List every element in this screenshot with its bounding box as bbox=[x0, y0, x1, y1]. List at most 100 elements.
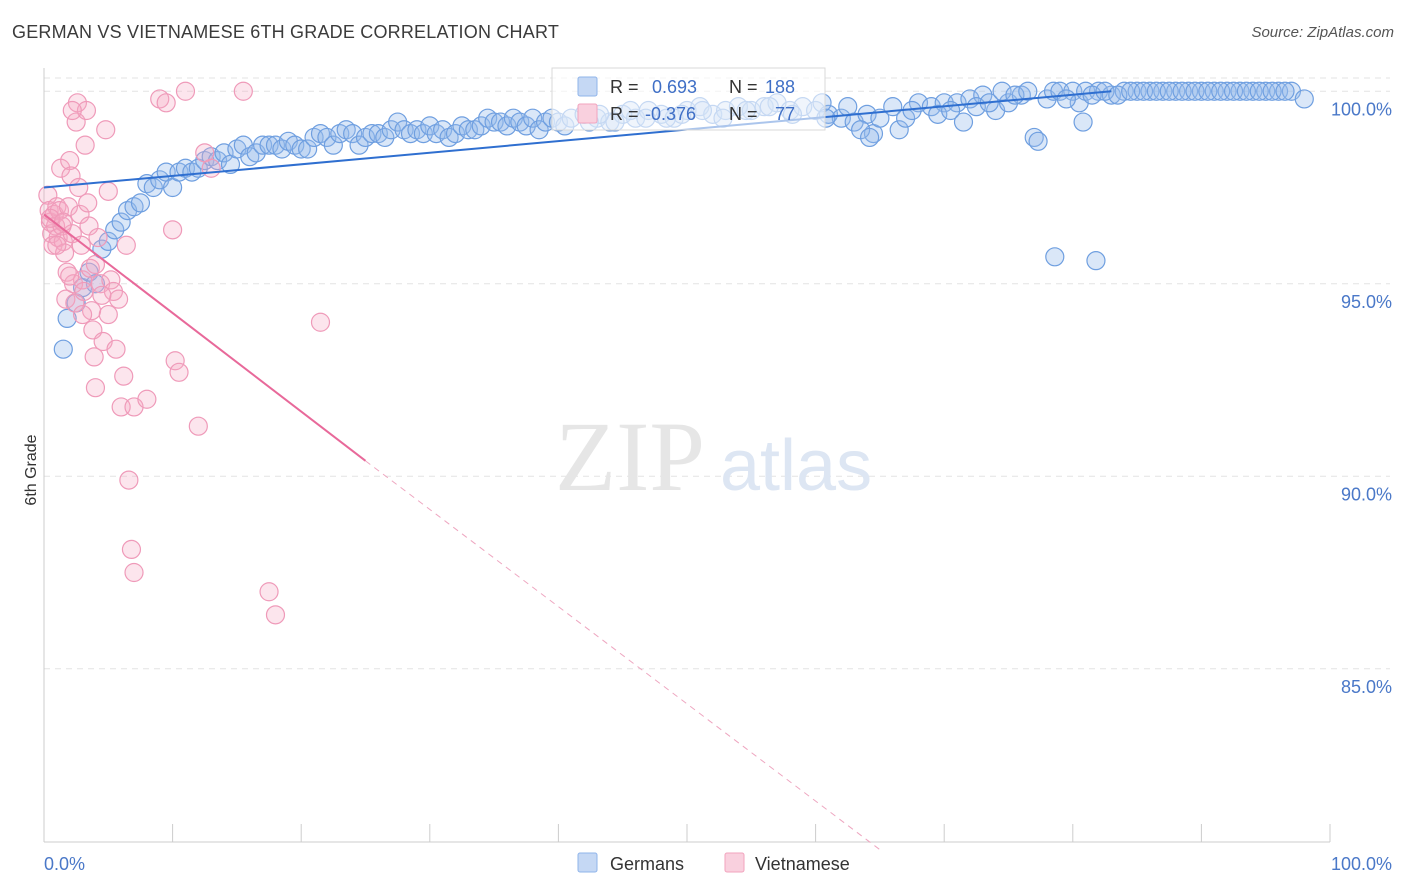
grid-lines bbox=[44, 77, 1390, 670]
vietnamese-point bbox=[137, 389, 157, 409]
vietnamese-point bbox=[75, 135, 95, 155]
german-point bbox=[1045, 247, 1065, 267]
legend-vietnamese-swatch bbox=[724, 852, 745, 873]
vietnamese-point bbox=[78, 193, 98, 213]
x-tick-label: 100.0% bbox=[1331, 854, 1392, 874]
vietnamese-point bbox=[101, 270, 121, 290]
y-tick-label: 100.0% bbox=[1331, 99, 1392, 119]
vietnamese-point bbox=[54, 243, 75, 263]
vietnamese-point bbox=[58, 197, 79, 217]
vietnamese-point bbox=[88, 227, 108, 248]
vietnamese-swatch bbox=[577, 103, 598, 124]
german-point bbox=[130, 193, 151, 213]
german-point bbox=[57, 308, 77, 328]
vietnamese-point bbox=[188, 416, 208, 436]
german-point bbox=[831, 108, 851, 128]
german-point bbox=[105, 220, 125, 240]
german-point bbox=[53, 339, 73, 359]
trend-layer bbox=[43, 90, 1112, 851]
german-point bbox=[497, 116, 517, 136]
german-point bbox=[1018, 81, 1038, 101]
vietnamese-point bbox=[175, 81, 196, 101]
german-point bbox=[1056, 89, 1076, 109]
vietnamese-point bbox=[98, 181, 118, 201]
y-axis-label: 6th Grade bbox=[23, 434, 40, 505]
chart-title: GERMAN VS VIETNAMESE 6TH GRADE CORRELATI… bbox=[12, 22, 560, 42]
x-tick-label: 0.0% bbox=[44, 854, 85, 874]
german-point bbox=[947, 93, 967, 113]
source-label: Source: ZipAtlas.com bbox=[1251, 24, 1394, 41]
germans-swatch bbox=[577, 76, 598, 97]
german-point bbox=[523, 108, 543, 128]
vietnamese-point bbox=[124, 562, 144, 583]
vietnamese-r-value: -0.376 bbox=[645, 104, 696, 124]
vietnamese-trendline bbox=[43, 213, 367, 462]
vietnamese-point bbox=[169, 362, 189, 382]
vietnamese-point bbox=[84, 347, 104, 367]
watermark-zip: ZIP bbox=[555, 401, 705, 512]
vietnamese-point bbox=[85, 254, 106, 275]
german-point bbox=[291, 139, 311, 159]
vietnamese-point bbox=[108, 289, 129, 309]
stats-legend: R = 0.693 N = 188 R = -0.376 N = 77 bbox=[551, 67, 826, 131]
german-point bbox=[298, 139, 318, 159]
german-point bbox=[420, 116, 440, 136]
series-layer bbox=[38, 81, 1314, 625]
german-point bbox=[362, 124, 382, 144]
vietnamese-point bbox=[72, 304, 93, 325]
vietnamese-point bbox=[85, 378, 106, 398]
german-point bbox=[375, 127, 395, 148]
german-point bbox=[259, 135, 279, 155]
vietnamese-point bbox=[114, 366, 134, 386]
german-point bbox=[838, 97, 858, 117]
vietnamese-point bbox=[106, 339, 126, 359]
vietnamese-point bbox=[47, 235, 67, 255]
vietnamese-point bbox=[201, 158, 221, 178]
vietnamese-n-label: N = bbox=[729, 104, 758, 124]
german-point bbox=[928, 104, 948, 124]
watermark: ZIP atlas bbox=[555, 401, 872, 512]
german-point bbox=[343, 124, 363, 144]
vietnamese-point bbox=[80, 258, 100, 278]
vietnamese-point bbox=[62, 100, 82, 121]
legend-vietnamese-label: Vietnamese bbox=[755, 854, 850, 874]
vietnamese-point bbox=[92, 285, 112, 305]
y-tick-label: 90.0% bbox=[1341, 484, 1392, 504]
german-point bbox=[349, 135, 369, 155]
german-point bbox=[98, 231, 118, 251]
german-point bbox=[317, 127, 337, 148]
watermark-atlas: atlas bbox=[720, 426, 872, 506]
german-point bbox=[471, 116, 491, 136]
german-point bbox=[1082, 85, 1102, 105]
vietnamese-point bbox=[60, 150, 80, 171]
german-point bbox=[484, 112, 504, 132]
german-point bbox=[860, 127, 880, 148]
germans-n-value: 188 bbox=[765, 77, 795, 97]
bottom-legend: Germans Vietnamese bbox=[577, 852, 850, 874]
german-point bbox=[214, 143, 234, 163]
german-point bbox=[433, 120, 453, 140]
vietnamese-point bbox=[233, 81, 253, 101]
axes: 85.0% 90.0% 95.0% 100.0% 0.0% 100.0% bbox=[43, 68, 1392, 874]
vietnamese-point bbox=[60, 266, 80, 286]
vietnamese-point bbox=[156, 93, 176, 113]
y-tick-label: 85.0% bbox=[1341, 677, 1392, 697]
series-vietnamese bbox=[38, 81, 331, 625]
y-tick-label: 95.0% bbox=[1341, 292, 1392, 312]
vietnamese-point bbox=[165, 351, 185, 371]
german-point bbox=[973, 85, 993, 105]
german-point bbox=[111, 212, 131, 232]
german-point bbox=[1028, 131, 1048, 151]
german-point bbox=[458, 120, 478, 140]
german-point bbox=[1294, 89, 1314, 109]
german-point bbox=[1108, 85, 1128, 105]
germans-r-label: R = bbox=[610, 77, 639, 97]
vietnamese-point bbox=[116, 235, 136, 255]
germans-n-label: N = bbox=[729, 77, 758, 97]
vietnamese-point bbox=[265, 605, 286, 625]
german-point bbox=[85, 274, 106, 294]
legend-germans-swatch bbox=[577, 852, 598, 873]
vietnamese-point bbox=[121, 539, 142, 560]
vietnamese-point bbox=[76, 100, 97, 121]
german-point bbox=[953, 112, 974, 132]
